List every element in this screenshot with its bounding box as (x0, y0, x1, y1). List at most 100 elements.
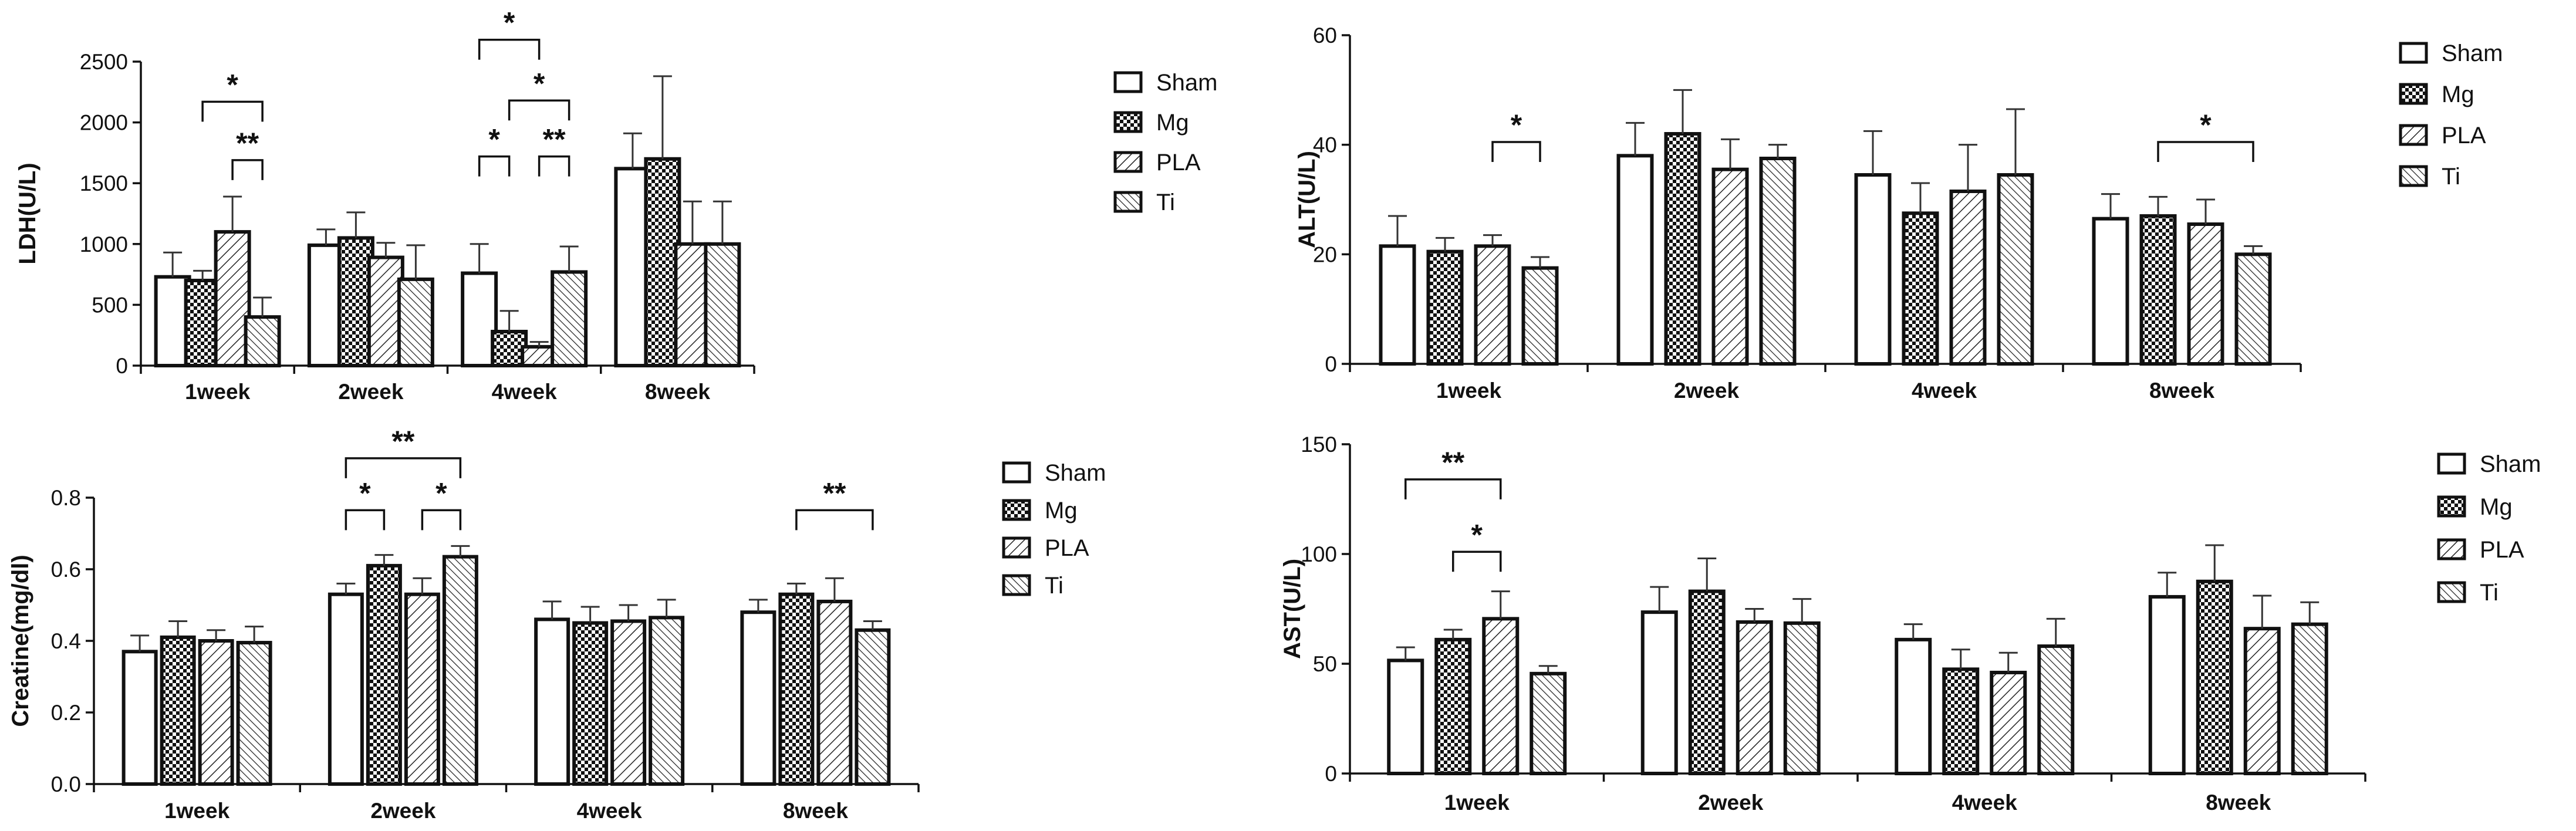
bar-sham (1895, 637, 1932, 775)
significance-bracket (795, 509, 874, 531)
x-tick-label: 4week (1952, 791, 2018, 815)
bar-pla (1990, 670, 2027, 775)
x-tick-label: 8week (2149, 379, 2215, 403)
bar-sham (328, 592, 364, 786)
legend-label-sham: Sham (1156, 70, 1218, 96)
legend-label-sham: Sham (1045, 460, 1106, 486)
bar-sham (121, 650, 158, 786)
legend-label-mg: Mg (1156, 110, 1189, 136)
legend-label-mg: Mg (2442, 82, 2474, 107)
x-tick-label: 2week (1674, 379, 1740, 403)
y-tick-label: 0 (116, 354, 128, 378)
bar-ti (397, 277, 434, 367)
significance-label: * (1511, 109, 1522, 141)
significance-label: ** (1441, 446, 1464, 479)
bar-pla (2187, 222, 2224, 366)
significance-bracket (201, 100, 264, 122)
bar-mg (572, 621, 609, 786)
bar-mg (1902, 211, 1939, 366)
bar-mg (1688, 589, 1726, 776)
significance-label: * (488, 123, 500, 156)
significance-bracket (478, 155, 511, 177)
legend-swatch-mg (1113, 111, 1143, 133)
x-tick-label: 1week (185, 380, 251, 404)
legend-swatch-ti (1113, 191, 1143, 213)
legend-swatch-pla (1002, 536, 1031, 559)
bar-sham (2092, 217, 2129, 366)
y-tick-label: 100 (1301, 542, 1337, 566)
y-tick-label: 0.2 (51, 701, 81, 725)
legend-label-pla: PLA (2442, 123, 2486, 148)
legend-label-ti: Ti (2480, 580, 2499, 606)
significance-label: ** (823, 477, 846, 509)
bar-ti (704, 242, 741, 367)
y-tick-label: 1500 (80, 171, 128, 195)
bar-pla (1949, 190, 1987, 366)
y-tick-label: 2000 (80, 111, 128, 135)
significance-bracket (2157, 141, 2254, 162)
legend-swatch-sham (2437, 452, 2466, 475)
y-tick-label: 0 (1325, 762, 1337, 786)
bar-ti (649, 616, 685, 786)
bar-sham (534, 617, 570, 786)
bar-mg (1942, 667, 1980, 775)
y-tick-label: 0.8 (51, 486, 81, 510)
y-tick-label: 0.0 (51, 772, 81, 796)
bar-ti (1997, 173, 2034, 366)
bar-sham (1640, 610, 1678, 775)
legend-label-sham: Sham (2480, 451, 2541, 477)
significance-bracket (421, 509, 462, 531)
legend-label-ti: Ti (2442, 164, 2460, 190)
x-tick-label: 2week (338, 380, 404, 404)
x-tick-label: 1week (1444, 791, 1510, 815)
bar-pla (1474, 244, 1511, 366)
legend-label-pla: PLA (1045, 535, 1089, 561)
significance-bracket (231, 159, 264, 180)
y-tick-label: 0 (1325, 352, 1337, 376)
y-tick-label: 0.4 (51, 629, 81, 653)
bar-pla (404, 592, 440, 786)
x-tick-label: 8week (2206, 791, 2271, 815)
bar-mg (366, 563, 402, 786)
bar-mg (2196, 579, 2233, 775)
legend-label-mg: Mg (2480, 494, 2513, 520)
bar-sham (1854, 173, 1892, 366)
legend-swatch-mg (1002, 499, 1031, 521)
significance-bracket (345, 457, 462, 478)
bar-mg (1664, 132, 1701, 366)
bar-mg (337, 236, 374, 367)
legend-label-ti: Ti (1156, 190, 1175, 215)
legend-label-mg: Mg (1045, 498, 1078, 523)
bar-pla (610, 619, 647, 786)
y-tick-label: 150 (1301, 433, 1337, 457)
significance-label: * (435, 477, 447, 509)
bar-pla (1482, 617, 1520, 775)
x-tick-label: 2week (370, 799, 436, 823)
bar-sham (1387, 658, 1424, 776)
y-tick-label: 40 (1313, 133, 1337, 157)
bar-ti (244, 315, 281, 367)
significance-label: * (504, 6, 515, 39)
bar-mg (2139, 214, 2177, 366)
ldh-panel: 0 500 1000 1500 2000 2500 LDH(U/L) 1week 2week 4w… (15, 6, 1218, 404)
bar-pla (1711, 167, 1749, 366)
y-tick-label: 0.6 (51, 558, 81, 582)
bar-mg (1426, 249, 1464, 366)
legend-swatch-ti (2437, 581, 2466, 603)
bar-pla (214, 230, 251, 367)
x-tick-label: 1week (1436, 379, 1502, 403)
x-tick-label: 4week (492, 380, 558, 404)
y-tick-label: 20 (1313, 242, 1337, 266)
significance-label: * (359, 477, 371, 509)
bar-ti (442, 555, 478, 786)
y-tick-label: 60 (1313, 23, 1337, 48)
legend-swatch-pla (2437, 538, 2466, 560)
x-tick-label: 4week (577, 799, 643, 823)
legend-swatch-ti (2399, 165, 2428, 187)
legend-label-pla: PLA (1156, 150, 1201, 175)
x-tick-label: 8week (645, 380, 711, 404)
bar-ti (1783, 621, 1821, 776)
y-tick-label: 500 (92, 293, 128, 317)
legend-swatch-sham (1113, 71, 1143, 93)
legend-swatch-sham (1002, 461, 1031, 484)
